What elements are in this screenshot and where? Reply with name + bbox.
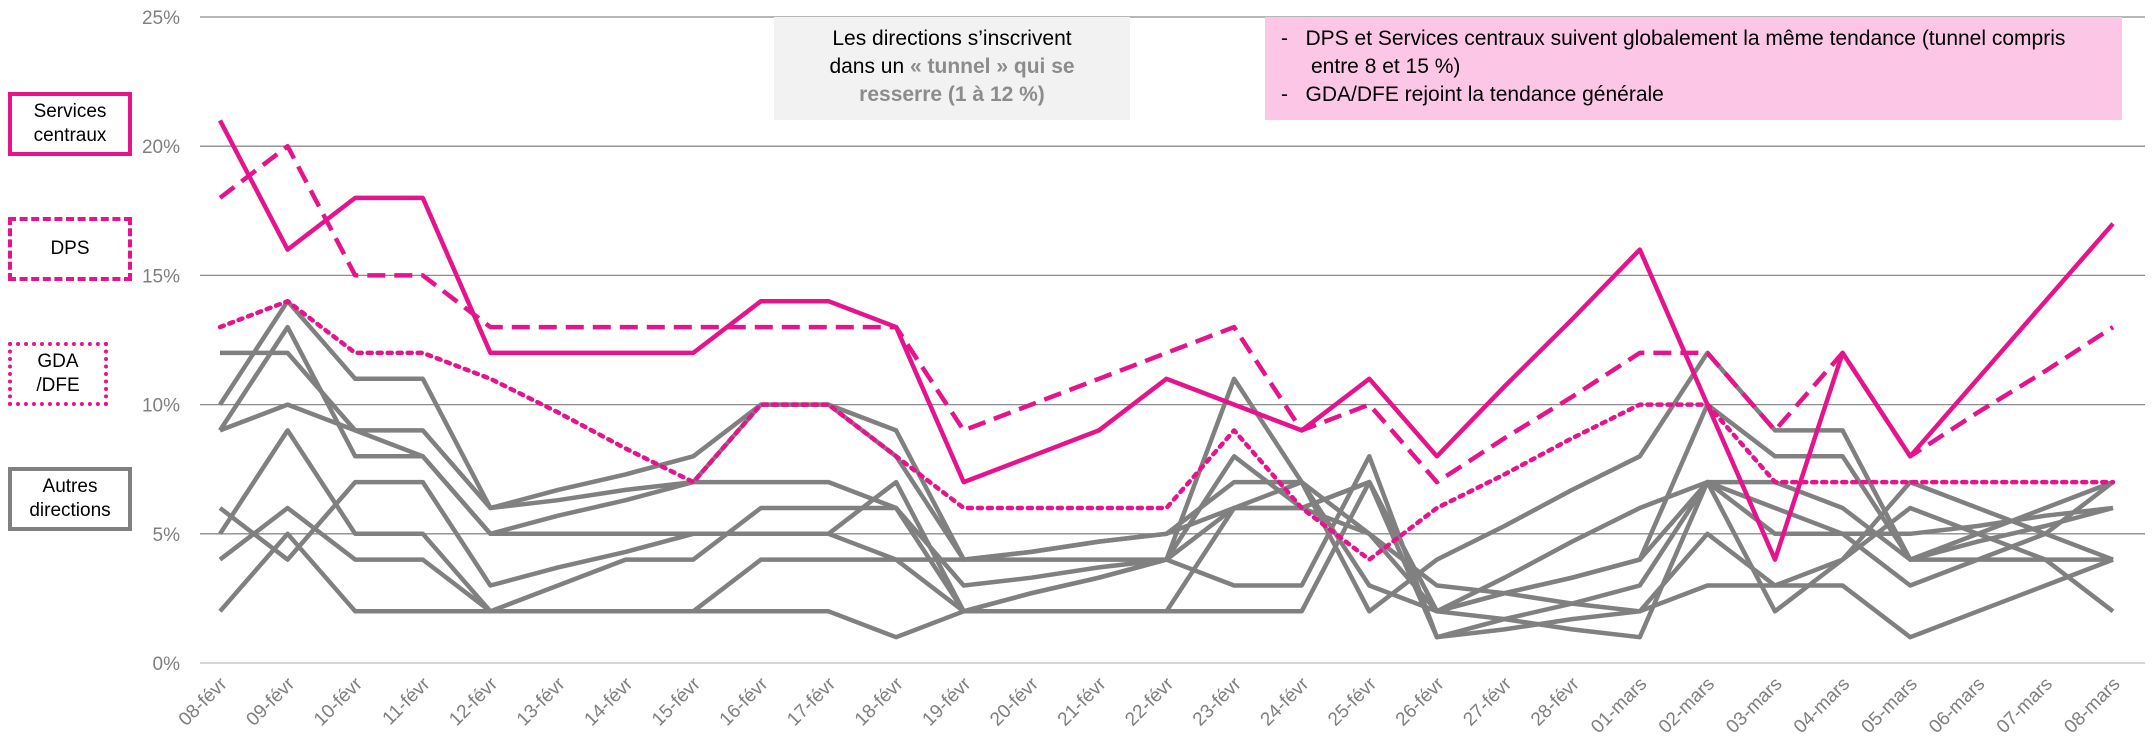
series-line <box>218 143 2115 485</box>
x-tick-label: 28-févr <box>1527 673 1584 730</box>
series-line <box>218 454 2115 640</box>
x-tick-label: 08-févr <box>175 673 232 730</box>
x-tick-label: 02-mars <box>1655 674 1719 738</box>
x-tick-label: 04-mars <box>1790 674 1854 738</box>
x-tick-label: 03-mars <box>1722 674 1786 738</box>
annotation-text: resserre (1 à 12 %) <box>859 83 1045 106</box>
x-tick-label: 10-févr <box>310 673 367 730</box>
x-tick-label: 22-févr <box>1121 673 1178 730</box>
y-tick-label: 25% <box>142 8 180 29</box>
x-tick-label: 15-févr <box>648 673 705 730</box>
x-tick-label: 08-mars <box>2060 674 2124 738</box>
legend-others: Autres directions <box>8 467 132 531</box>
x-tick-label: 09-févr <box>242 673 299 730</box>
y-tick-label: 10% <box>142 396 180 417</box>
x-tick-label: 13-févr <box>513 673 570 730</box>
series-line <box>217 298 2116 562</box>
x-tick-label: 07-mars <box>1993 674 2057 738</box>
x-tick-label: 11-févr <box>379 673 435 729</box>
annotation-text: dans un <box>829 55 911 78</box>
x-tick-label: 06-mars <box>1925 674 1989 738</box>
annotation-pink: - DPS et Services centraux suivent globa… <box>1265 17 2122 120</box>
x-tick-label: 26-févr <box>1392 673 1449 730</box>
y-tick-label: 0% <box>153 654 181 675</box>
y-tick-label: 20% <box>142 137 180 158</box>
series-line <box>218 119 2115 562</box>
annotation-text: Les directions s’inscrivent <box>832 27 1072 50</box>
x-tick-label: 16-févr <box>716 673 773 730</box>
x-tick-label: 14-févr <box>581 673 638 730</box>
x-tick-label: 27-févr <box>1459 673 1516 730</box>
y-tick-label: 15% <box>142 266 180 287</box>
y-tick-label: 5% <box>153 525 181 546</box>
annotation-bullet: - GDA/DFE rejoint la tendance générale <box>1281 83 1664 106</box>
annotation-bullet: - DPS et Services centraux suivent globa… <box>1281 27 2066 78</box>
x-tick-label: 23-févr <box>1189 673 1246 730</box>
x-tick-label: 12-févr <box>445 673 502 730</box>
x-tick-label: 21-févr <box>1054 673 1111 730</box>
annotation-text: « tunnel » qui se <box>910 55 1075 78</box>
x-tick-label: 19-févr <box>919 673 976 730</box>
legend-dps: DPS <box>8 217 132 281</box>
x-tick-label: 01-mars <box>1587 674 1651 738</box>
x-tick-label: 05-mars <box>1858 674 1922 738</box>
series-line <box>218 479 2115 640</box>
x-tick-label: 24-févr <box>1257 673 1314 730</box>
x-tick-label: 20-févr <box>986 673 1043 730</box>
x-tick-label: 18-févr <box>851 673 908 730</box>
legend-services-centraux: Services centraux <box>8 92 132 156</box>
series-line <box>218 298 2114 614</box>
annotation-gray: Les directions s’inscrivent dans un « tun… <box>774 17 1130 120</box>
x-tick-label: 25-févr <box>1324 673 1381 730</box>
x-tick-label: 17-févr <box>783 673 840 730</box>
legend-gda: GDA /DFE <box>8 342 108 406</box>
